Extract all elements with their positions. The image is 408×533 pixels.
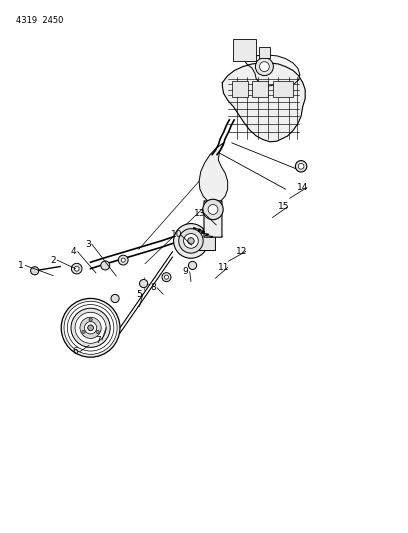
Bar <box>273 81 293 97</box>
Circle shape <box>121 258 125 262</box>
Circle shape <box>203 199 223 220</box>
Text: 14: 14 <box>297 183 308 192</box>
Circle shape <box>88 325 93 330</box>
Text: 6: 6 <box>73 348 78 356</box>
Circle shape <box>64 301 117 354</box>
Text: 2: 2 <box>50 256 56 264</box>
Circle shape <box>80 317 101 338</box>
Circle shape <box>111 294 119 303</box>
Text: 9: 9 <box>183 268 188 276</box>
Circle shape <box>208 205 218 214</box>
Circle shape <box>71 308 110 348</box>
Text: 5: 5 <box>136 290 142 298</box>
Bar <box>259 47 270 58</box>
Circle shape <box>179 229 203 253</box>
Bar <box>232 81 248 97</box>
Circle shape <box>188 261 197 270</box>
Circle shape <box>67 304 114 351</box>
Circle shape <box>101 261 110 270</box>
Polygon shape <box>222 63 305 142</box>
Text: 1: 1 <box>18 261 24 270</box>
Circle shape <box>75 312 106 343</box>
Text: 3: 3 <box>85 240 91 248</box>
Polygon shape <box>199 143 228 204</box>
Circle shape <box>61 298 120 357</box>
Circle shape <box>118 255 128 265</box>
Circle shape <box>96 330 99 334</box>
Text: 13: 13 <box>194 209 206 217</box>
Circle shape <box>71 263 82 274</box>
Ellipse shape <box>174 224 208 258</box>
Text: 15: 15 <box>278 203 289 211</box>
Circle shape <box>255 58 273 76</box>
Polygon shape <box>243 55 300 86</box>
Circle shape <box>298 164 304 169</box>
Text: 8: 8 <box>150 284 156 292</box>
Circle shape <box>295 160 307 172</box>
FancyBboxPatch shape <box>199 230 215 251</box>
Bar <box>233 39 256 61</box>
Text: 12: 12 <box>236 247 247 256</box>
FancyBboxPatch shape <box>204 201 222 237</box>
Circle shape <box>164 275 169 279</box>
Text: 7: 7 <box>95 336 101 344</box>
Circle shape <box>140 279 148 288</box>
Circle shape <box>84 322 97 334</box>
Circle shape <box>74 266 79 271</box>
Text: 4319  2450: 4319 2450 <box>16 16 64 25</box>
Circle shape <box>259 62 269 71</box>
Circle shape <box>184 233 198 248</box>
Circle shape <box>188 238 194 244</box>
Bar <box>252 81 268 97</box>
Text: 11: 11 <box>218 263 229 272</box>
Text: 10: 10 <box>171 230 182 239</box>
Circle shape <box>162 273 171 281</box>
Text: 4: 4 <box>71 247 76 256</box>
Circle shape <box>31 266 39 275</box>
Circle shape <box>89 318 92 321</box>
Circle shape <box>82 330 85 334</box>
